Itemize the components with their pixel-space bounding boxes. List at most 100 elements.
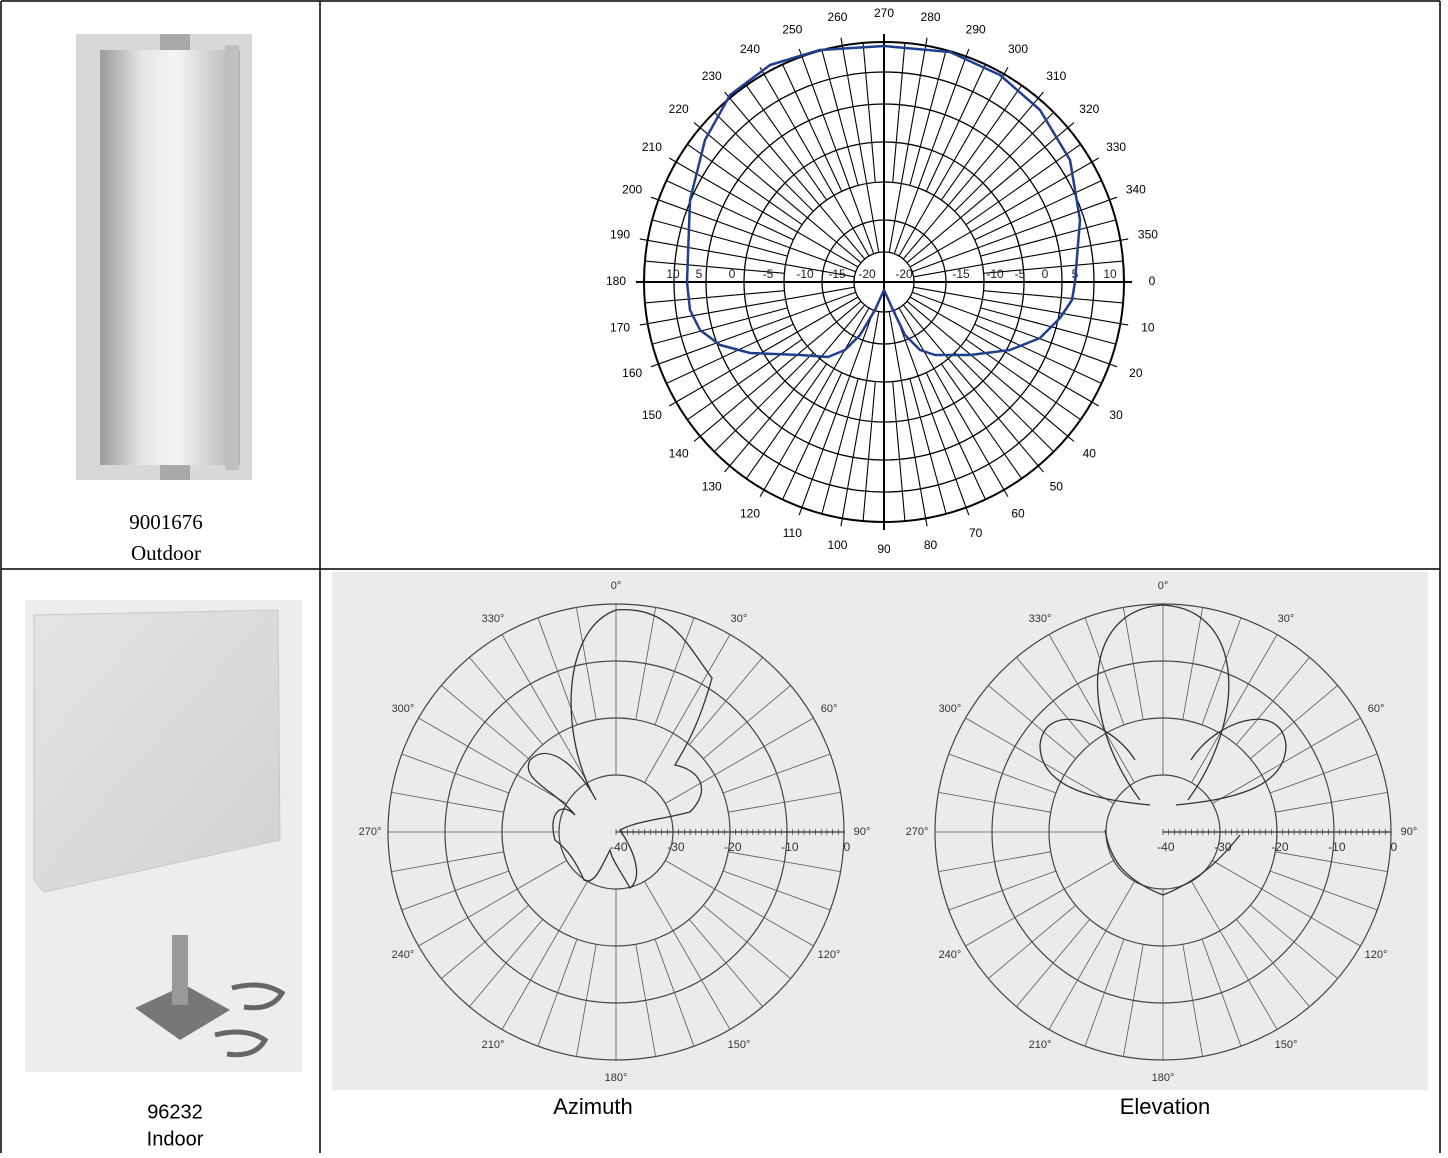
- angle-label: 180°: [605, 1072, 628, 1084]
- angle-label: 100: [827, 538, 847, 552]
- spoke: [938, 792, 1051, 813]
- spoke: [1269, 753, 1378, 794]
- radial-label: -20: [858, 267, 876, 281]
- spoke: [954, 352, 1055, 453]
- spoke: [1250, 904, 1338, 979]
- spoke: [745, 363, 828, 479]
- panel: [33, 609, 281, 893]
- spoke: [798, 48, 875, 254]
- angle-label: 270°: [906, 826, 929, 838]
- angle-label: 230: [702, 69, 722, 83]
- radial-label: 5: [696, 267, 703, 281]
- spoke: [965, 143, 1081, 226]
- spoke: [840, 311, 880, 527]
- pattern-curve: [527, 609, 713, 889]
- spoke: [1182, 607, 1203, 720]
- spoke: [892, 381, 906, 522]
- radial-label: 0: [1391, 840, 1398, 854]
- angle-label: 60: [1011, 506, 1025, 520]
- scan-background: [332, 572, 1428, 1090]
- spoke: [759, 307, 870, 498]
- radial-label: -20: [895, 267, 913, 281]
- mount-plate: [135, 985, 230, 1040]
- bracket: [225, 45, 239, 470]
- environment: Outdoor: [131, 541, 201, 565]
- angle-label: 330: [1106, 140, 1126, 154]
- photo-outdoor: [76, 34, 252, 480]
- spoke: [893, 310, 970, 516]
- angle-label: 90°: [1401, 826, 1418, 838]
- spoke: [652, 307, 788, 345]
- spoke: [1182, 944, 1203, 1057]
- photo-indoor: [25, 600, 302, 1072]
- angle-label: 330°: [482, 613, 505, 625]
- pattern-curve: [685, 44, 1082, 359]
- angle-label: 60°: [821, 703, 838, 715]
- spoke: [688, 919, 763, 1007]
- angle-label: 270: [874, 6, 894, 20]
- spoke: [693, 122, 862, 264]
- spoke: [713, 352, 814, 453]
- spoke: [418, 860, 567, 947]
- spoke: [1191, 881, 1278, 1030]
- angle-label: 150°: [1275, 1039, 1298, 1051]
- angle-label: 300°: [939, 703, 962, 715]
- radial-label: -15: [952, 267, 970, 281]
- spoke: [862, 381, 876, 522]
- radial-label: 10: [1103, 267, 1117, 281]
- spoke: [948, 753, 1057, 794]
- spoke: [909, 50, 947, 186]
- spoke: [654, 938, 695, 1047]
- spoke: [888, 37, 928, 253]
- spoke: [469, 657, 544, 745]
- spoke: [902, 304, 1044, 473]
- angle-label: 0°: [611, 580, 622, 592]
- mount-post: [172, 935, 188, 1005]
- spoke: [902, 91, 1044, 260]
- angle-label: 300: [1008, 42, 1028, 56]
- spoke: [639, 238, 855, 278]
- spoke: [666, 180, 794, 241]
- spoke: [576, 944, 597, 1057]
- radial-label: -30: [667, 840, 685, 854]
- angle-label: 20: [1129, 366, 1143, 380]
- spoke: [1235, 657, 1310, 745]
- spoke: [650, 291, 856, 368]
- spoke: [688, 657, 763, 745]
- spoke: [724, 91, 866, 260]
- radial-label: 0: [844, 840, 851, 854]
- radial-label: -5: [763, 267, 774, 281]
- spoke: [728, 851, 841, 872]
- spoke: [635, 607, 656, 720]
- spoke: [925, 64, 986, 192]
- spoke: [912, 291, 1118, 368]
- u-bolt: [231, 982, 286, 1011]
- spoke: [1250, 685, 1338, 760]
- angle-label: 90°: [854, 826, 871, 838]
- spoke: [954, 111, 1055, 212]
- spoke: [1016, 657, 1091, 745]
- pattern-curve: [1039, 604, 1287, 896]
- angle-label: 70: [969, 526, 983, 540]
- angle-label: 200: [622, 183, 642, 197]
- angle-label: 120°: [818, 949, 841, 961]
- angle-label: 30: [1109, 408, 1123, 422]
- spoke: [1123, 944, 1144, 1057]
- angle-label: 280: [921, 10, 941, 24]
- angle-label: 30°: [1278, 613, 1295, 625]
- spoke: [639, 286, 855, 326]
- spoke: [654, 617, 695, 726]
- spoke: [983, 290, 1124, 304]
- radial-label: -15: [828, 267, 846, 281]
- spoke: [821, 378, 859, 514]
- radial-label: -10: [781, 840, 799, 854]
- spoke: [1269, 870, 1378, 911]
- angle-label: 160: [622, 366, 642, 380]
- spoke: [501, 634, 588, 783]
- spoke: [635, 944, 656, 1057]
- spoke: [1016, 919, 1091, 1007]
- spoke: [988, 685, 1076, 760]
- angle-label: 220: [669, 102, 689, 116]
